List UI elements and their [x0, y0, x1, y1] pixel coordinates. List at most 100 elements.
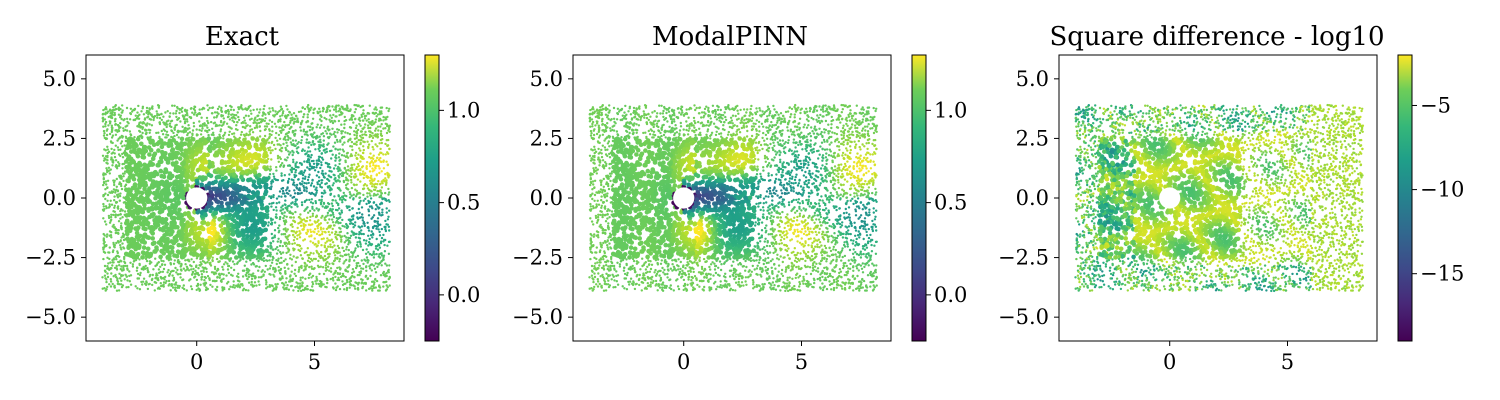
data-point	[200, 130, 202, 132]
data-point	[338, 260, 340, 262]
data-point	[328, 170, 330, 172]
data-point	[340, 276, 342, 278]
data-point	[318, 223, 320, 225]
data-point	[342, 149, 344, 151]
data-point	[166, 271, 168, 273]
data-point	[210, 231, 215, 236]
data-point	[373, 251, 375, 253]
data-point	[374, 189, 376, 191]
data-point	[204, 276, 206, 278]
data-point	[331, 199, 333, 201]
data-point	[207, 186, 212, 191]
data-point	[106, 272, 108, 274]
data-point	[349, 139, 351, 141]
data-point	[280, 268, 282, 270]
data-point	[193, 108, 195, 110]
data-point	[289, 165, 291, 167]
data-point	[125, 184, 127, 186]
data-point	[301, 120, 303, 122]
data-point	[356, 158, 358, 160]
data-point	[129, 193, 134, 198]
data-point	[312, 215, 314, 217]
data-point	[107, 170, 109, 172]
data-point	[210, 121, 212, 123]
data-point	[372, 170, 374, 172]
data-point	[381, 142, 383, 144]
data-point	[164, 111, 166, 113]
data-point	[128, 270, 130, 272]
data-point	[313, 185, 315, 187]
data-point	[172, 240, 177, 245]
data-point	[296, 238, 298, 240]
data-point	[307, 179, 309, 181]
data-point	[292, 161, 294, 163]
data-point	[142, 281, 144, 283]
data-point	[339, 173, 341, 175]
data-point	[371, 140, 373, 142]
data-point	[351, 115, 353, 117]
data-point	[270, 168, 272, 170]
data-point	[111, 164, 113, 166]
data-point	[138, 114, 140, 116]
data-point	[159, 266, 161, 268]
data-point	[107, 194, 109, 196]
data-point	[216, 276, 218, 278]
data-point	[167, 191, 172, 196]
data-point	[248, 276, 250, 278]
data-point	[323, 126, 325, 128]
data-point	[371, 236, 373, 238]
data-point	[175, 175, 180, 180]
data-point	[376, 183, 378, 185]
data-point	[387, 286, 389, 288]
data-point	[293, 121, 295, 123]
data-point	[357, 255, 359, 257]
data-point	[321, 195, 323, 197]
data-point	[209, 190, 214, 195]
data-point	[367, 251, 369, 253]
data-point	[363, 149, 365, 151]
data-point	[190, 285, 192, 287]
data-point	[375, 271, 377, 273]
data-point	[294, 211, 296, 213]
data-point	[247, 124, 249, 126]
data-point	[290, 202, 292, 204]
data-point	[105, 207, 107, 209]
data-point	[361, 130, 363, 132]
data-point	[308, 199, 310, 201]
data-point	[334, 148, 336, 150]
data-point	[284, 174, 286, 176]
data-point	[331, 117, 333, 119]
data-point	[228, 169, 233, 174]
data-point	[233, 263, 235, 265]
data-point	[167, 269, 169, 271]
data-point	[132, 263, 134, 265]
data-point	[344, 131, 346, 133]
data-point	[362, 152, 364, 154]
data-point	[170, 285, 172, 287]
data-point	[124, 210, 126, 212]
data-point	[264, 117, 266, 119]
data-point	[141, 132, 143, 134]
data-point	[264, 113, 266, 115]
data-point	[104, 125, 106, 127]
data-point	[330, 267, 332, 269]
data-point	[195, 147, 200, 152]
data-point	[352, 121, 354, 123]
data-point	[384, 250, 386, 252]
data-point	[295, 198, 297, 200]
data-point	[304, 169, 306, 171]
data-point	[251, 278, 253, 280]
data-point	[249, 125, 251, 127]
data-point	[326, 132, 328, 134]
data-point	[199, 176, 204, 181]
data-point	[291, 171, 293, 173]
data-point	[278, 134, 280, 136]
data-point	[147, 186, 152, 191]
data-point	[214, 111, 216, 113]
data-point	[264, 135, 266, 137]
data-point	[347, 270, 349, 272]
data-point	[369, 127, 371, 129]
data-point	[294, 236, 296, 238]
data-point	[279, 272, 281, 274]
data-point	[271, 121, 273, 123]
